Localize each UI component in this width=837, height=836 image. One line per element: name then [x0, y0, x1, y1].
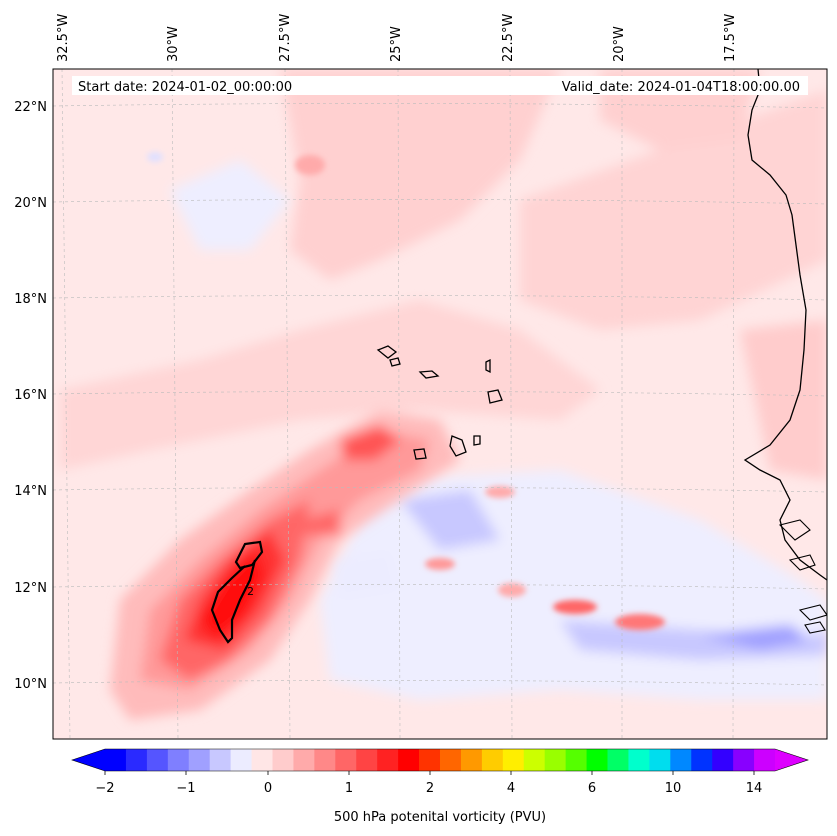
colorbar-segment: [460, 749, 483, 771]
info-bar: [72, 76, 808, 95]
colorbar-segment: [272, 749, 295, 771]
colorbar-segment: [146, 749, 169, 771]
colorbar-segment: [377, 749, 399, 771]
colorbar-segment: [251, 749, 274, 771]
colorbar-segment: [502, 749, 525, 771]
colorbar-segment: [607, 749, 630, 771]
colorbar-segment: [335, 749, 357, 771]
cape-verde-islands: [376, 345, 503, 460]
lat-label: 18°N: [14, 292, 47, 307]
colorbar-tick-label: 14: [746, 781, 763, 796]
colorbar-segment: [523, 749, 546, 771]
colorbar-segment: [733, 749, 755, 771]
lat-label: 16°N: [14, 388, 47, 403]
colorbar-over-arrow: [775, 749, 808, 771]
lat-label: 12°N: [14, 581, 47, 596]
pv-blue-patches: [170, 160, 827, 700]
lat-label: 22°N: [14, 100, 47, 115]
colorbar-tick-label: 2: [426, 781, 434, 796]
colorbar-segment: [188, 749, 211, 771]
colorbar-tick-label: 1: [345, 781, 353, 796]
colorbar-segment: [356, 749, 378, 771]
lon-label: 30°W: [166, 26, 181, 62]
colorbar-segment: [565, 749, 588, 771]
lon-label: 25°W: [389, 26, 404, 62]
graticule: [53, 69, 827, 739]
colorbar-segment: [649, 749, 671, 771]
colorbar: −2 −1 0 1 2 4 6 10 14 500 hPa potenital …: [71, 748, 809, 825]
colorbar-segment: [167, 749, 190, 771]
colorbar-under-arrow: [72, 749, 105, 771]
colorbar-segment: [712, 749, 734, 771]
lon-label: 27.5°W: [278, 14, 293, 62]
colorbar-tick-label: −1: [176, 781, 195, 796]
colorbar-segment: [125, 749, 148, 771]
colorbar-segment: [440, 749, 462, 771]
pv-field: 2: [53, 69, 827, 739]
colorbar-tick-label: 10: [665, 781, 682, 796]
colorbar-tick-label: −2: [95, 781, 114, 796]
lon-label: 22.5°W: [501, 14, 516, 62]
map-border: [52, 68, 828, 740]
colorbar-segment: [544, 749, 567, 771]
lat-labels: 22°N 20°N 18°N 16°N 14°N 12°N 10°N: [14, 100, 47, 692]
colorbar-segment: [419, 749, 441, 771]
colorbar-segment: [293, 749, 315, 771]
colorbar-title: 500 hPa potenital vorticity (PVU): [334, 810, 546, 825]
colorbar-segment: [481, 749, 504, 771]
colorbar-segment: [398, 749, 420, 771]
africa-coastline: [743, 69, 827, 581]
colorbar-segment: [586, 749, 609, 771]
pv-light-pink: [60, 69, 827, 480]
lat-label: 14°N: [14, 484, 47, 499]
colorbar-segment: [628, 749, 650, 771]
colorbar-tick-labels: −2 −1 0 1 2 4 6 10 14: [95, 781, 762, 796]
colorbar-segment: [691, 749, 713, 771]
lat-label: 10°N: [14, 677, 47, 692]
lat-label: 20°N: [14, 196, 47, 211]
colorbar-segment: [209, 749, 232, 771]
colorbar-segment: [754, 749, 776, 771]
pv-small-features: [147, 152, 665, 630]
colorbar-tick-label: 0: [264, 781, 272, 796]
colorbar-segment: [314, 749, 336, 771]
colorbar-segment: [670, 749, 692, 771]
lon-label: 17.5°W: [723, 14, 738, 62]
colorbar-tick-label: 4: [507, 781, 515, 796]
colorbar-tick-label: 6: [588, 781, 596, 796]
lon-label: 32.5°W: [56, 14, 71, 62]
colorbar-ticks: [104, 771, 755, 775]
lon-labels: 32.5°W 30°W 27.5°W 25°W 22.5°W 20°W 17.5…: [56, 14, 738, 62]
pv-contour-label: 2: [247, 585, 254, 598]
pv-2-contour: [210, 540, 264, 644]
lon-label: 20°W: [612, 26, 627, 62]
colorbar-segment: [230, 749, 253, 771]
africa-coastline-detail: [778, 519, 827, 634]
start-date: Start date: 2024-01-02_00:00:00: [78, 80, 292, 95]
valid-date: Valid_date: 2024-01-04T18:00:00.00: [562, 80, 800, 95]
colorbar-segment: [105, 749, 127, 771]
